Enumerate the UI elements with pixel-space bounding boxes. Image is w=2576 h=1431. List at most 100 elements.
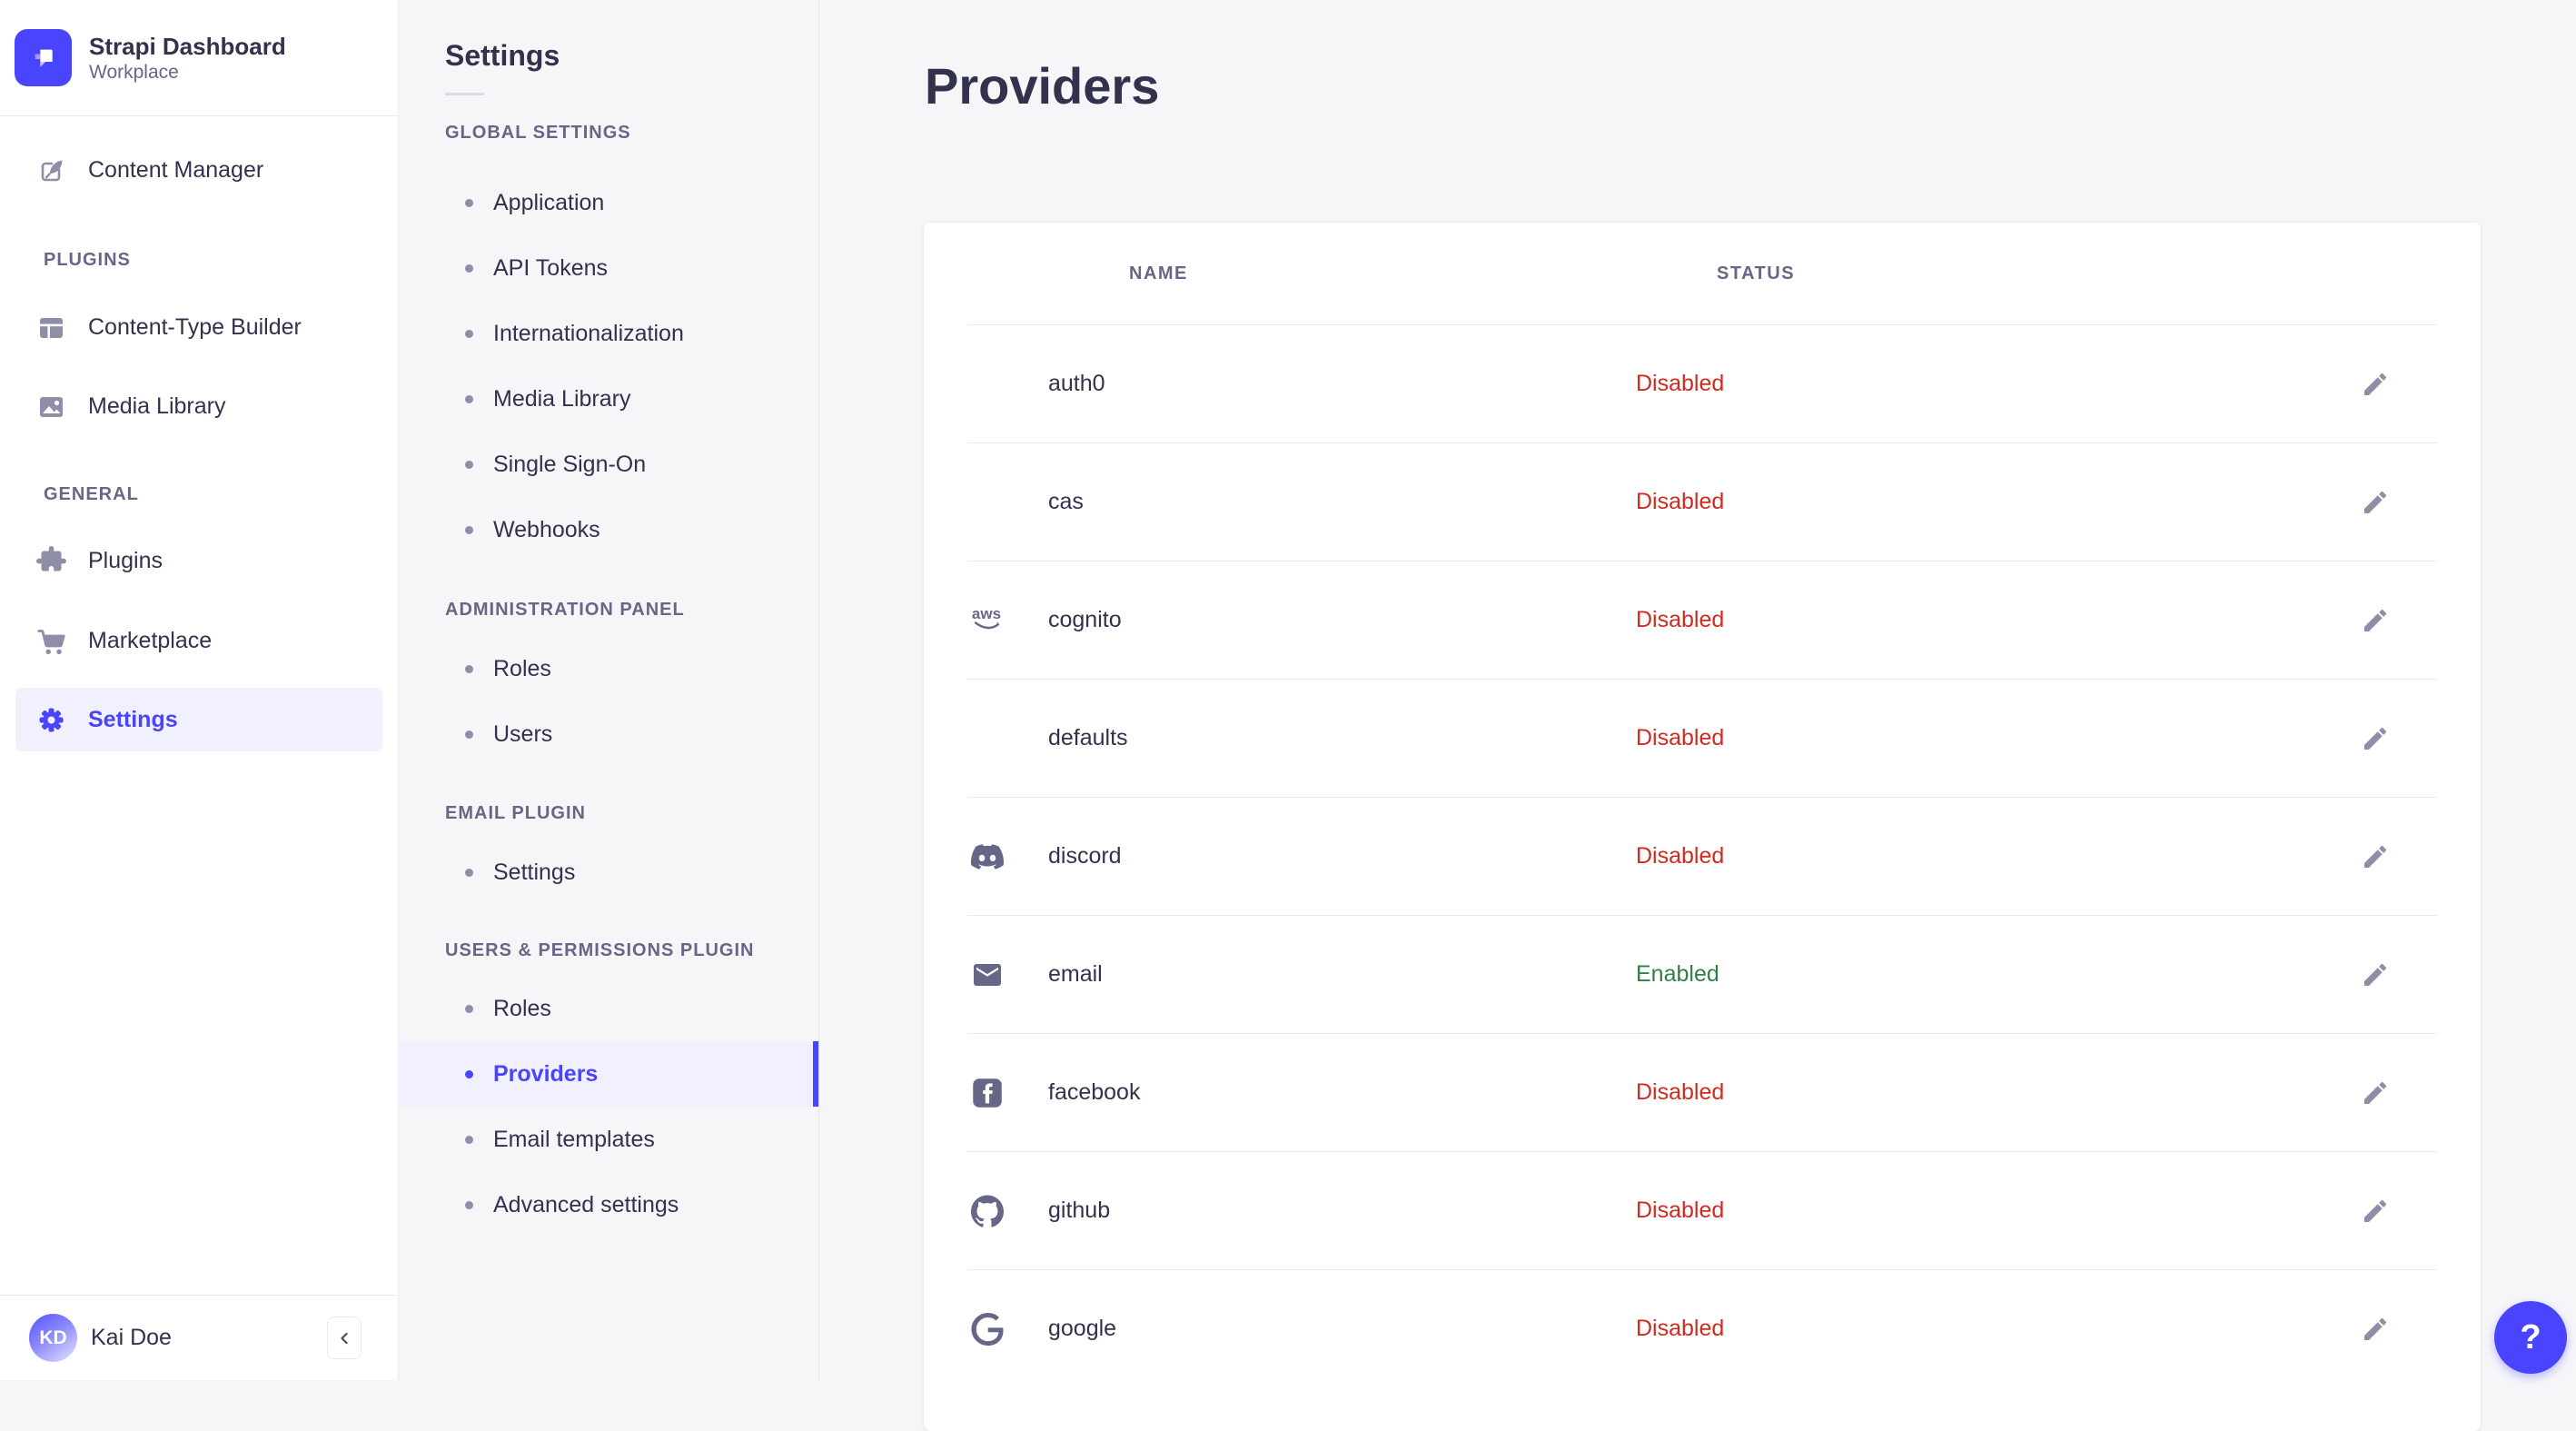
sidebar: Strapi Dashboard Workplace Content Manag… [0, 0, 399, 1380]
provider-name: google [1048, 1316, 1117, 1341]
subnav-section-global-settings: GLOBAL SETTINGS [445, 122, 631, 143]
subnav-item-admin-users[interactable]: Users [400, 701, 818, 767]
sidebar-item-label: Settings [88, 706, 178, 732]
subnav-item-advanced-settings[interactable]: Advanced settings [400, 1172, 818, 1237]
subnav-item-email-templates[interactable]: Email templates [400, 1107, 818, 1172]
table-header: NAME STATUS [967, 223, 2437, 324]
table-row-email: email Enabled [967, 915, 2437, 1033]
chevron-left-icon [341, 1332, 348, 1344]
edit-provider-button[interactable] [2355, 1309, 2395, 1349]
bullet-icon [465, 1004, 473, 1013]
no-icon [967, 719, 1007, 759]
bullet-icon [465, 394, 473, 403]
sidebar-item-label: Media Library [88, 393, 226, 419]
subnav-item-label: Email templates [493, 1126, 655, 1152]
edit-provider-button[interactable] [2355, 601, 2395, 641]
sidebar-item-settings[interactable]: Settings [15, 688, 382, 751]
status-badge: Enabled [1636, 961, 1719, 987]
svg-text:aws: aws [972, 605, 1001, 622]
subnav-item-application[interactable]: Application [400, 170, 818, 235]
aws-icon: aws [967, 601, 1007, 641]
table-row-discord: discord Disabled [967, 797, 2437, 915]
subnav-item-media-library[interactable]: Media Library [400, 366, 818, 432]
subnav-item-label: Roles [493, 995, 551, 1021]
subnav-item-label: Settings [493, 859, 576, 885]
bullet-icon [465, 263, 473, 273]
pencil-icon [2364, 373, 2387, 395]
provider-name: facebook [1048, 1079, 1141, 1105]
edit-provider-button[interactable] [2355, 837, 2395, 877]
column-header-name: NAME [1129, 263, 1188, 283]
pencil-icon [2364, 845, 2387, 868]
brand-text: Strapi Dashboard Workplace [89, 32, 286, 84]
sidebar-item-label: Plugins [88, 547, 163, 573]
pencil-icon [2364, 491, 2387, 513]
edit-provider-button[interactable] [2355, 482, 2395, 522]
pencil-icon [2364, 609, 2387, 631]
content-manager-icon [36, 155, 66, 185]
sidebar-item-media-library[interactable]: Media Library [15, 374, 382, 438]
collapse-sidebar-button[interactable] [327, 1317, 362, 1359]
workspace-name: Workplace [89, 61, 179, 83]
sidebar-item-label: Content-Type Builder [88, 313, 302, 340]
bullet-icon [465, 1135, 473, 1144]
github-icon [967, 1191, 1007, 1231]
gear-icon [36, 705, 66, 735]
sidebar-item-marketplace[interactable]: Marketplace [15, 609, 382, 672]
status-badge: Disabled [1636, 607, 1725, 632]
pencil-icon [2364, 1081, 2387, 1104]
google-icon [967, 1309, 1007, 1349]
no-icon [967, 364, 1007, 404]
strapi-logo [15, 29, 72, 86]
sidebar-section-general: GENERAL [44, 483, 139, 504]
subnav-item-email-settings[interactable]: Settings [400, 840, 818, 905]
subnav-item-webhooks[interactable]: Webhooks [400, 497, 818, 562]
status-badge: Disabled [1636, 1197, 1725, 1223]
bullet-icon [465, 525, 473, 534]
content-type-builder-icon [36, 313, 66, 343]
cart-icon [36, 626, 66, 656]
no-icon [967, 482, 1007, 522]
sidebar-item-content-type-builder[interactable]: Content-Type Builder [15, 295, 382, 359]
subnav-item-admin-roles[interactable]: Roles [400, 636, 818, 701]
table-row-google: google Disabled [967, 1269, 2437, 1387]
help-button[interactable]: ? [2494, 1301, 2567, 1374]
subnav-item-api-tokens[interactable]: API Tokens [400, 235, 818, 301]
bullet-icon [465, 730, 473, 739]
pencil-icon [2364, 1199, 2387, 1222]
subnav-item-providers[interactable]: Providers [400, 1041, 818, 1107]
subnav-item-label: Webhooks [493, 516, 600, 542]
subnav-item-internationalization[interactable]: Internationalization [400, 301, 818, 366]
edit-provider-button[interactable] [2355, 1191, 2395, 1231]
subnav-item-label: Media Library [493, 385, 631, 412]
discord-icon [967, 837, 1007, 877]
subnav-item-label: Roles [493, 655, 551, 681]
sidebar-item-content-manager[interactable]: Content Manager [15, 138, 382, 202]
provider-name: defaults [1048, 725, 1128, 750]
status-badge: Disabled [1636, 1316, 1725, 1341]
main-content: Providers NAME STATUS auth0 Disabled cas… [820, 0, 2576, 1431]
provider-name: github [1048, 1197, 1111, 1223]
subnav-item-up-roles[interactable]: Roles [400, 976, 818, 1041]
user-name: Kai Doe [91, 1325, 172, 1350]
workspace-switcher[interactable]: Strapi Dashboard Workplace [0, 0, 398, 116]
provider-name: auth0 [1048, 371, 1105, 396]
edit-provider-button[interactable] [2355, 955, 2395, 995]
edit-provider-button[interactable] [2355, 364, 2395, 404]
sidebar-item-plugins[interactable]: Plugins [15, 529, 382, 592]
media-library-icon [36, 392, 66, 422]
provider-name: discord [1048, 843, 1122, 869]
table-row-facebook: facebook Disabled [967, 1033, 2437, 1151]
subnav-item-label: Single Sign-On [493, 451, 647, 477]
edit-provider-button[interactable] [2355, 719, 2395, 759]
column-header-status: STATUS [1717, 263, 1796, 283]
pencil-icon [2364, 727, 2387, 750]
subnav-item-single-sign-on[interactable]: Single Sign-On [400, 432, 818, 497]
facebook-icon [967, 1073, 1007, 1113]
bullet-icon [465, 329, 473, 338]
provider-name: cognito [1048, 607, 1122, 632]
edit-provider-button[interactable] [2355, 1073, 2395, 1113]
user-row: KD Kai Doe [0, 1295, 398, 1380]
avatar: KD [29, 1314, 77, 1362]
status-badge: Disabled [1636, 489, 1725, 514]
